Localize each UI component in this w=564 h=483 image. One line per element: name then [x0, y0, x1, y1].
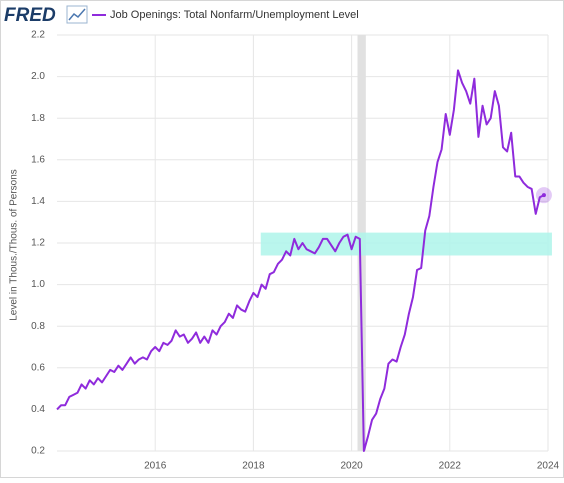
- last-point: [541, 193, 546, 198]
- logo: FRED: [4, 5, 56, 26]
- x-tick-label: 2020: [340, 461, 363, 472]
- x-tick-label: 2018: [242, 461, 265, 472]
- y-tick-label: 1.4: [31, 196, 45, 207]
- y-tick-label: 2.0: [31, 71, 45, 82]
- logo-icon: [66, 5, 88, 24]
- y-tick-label: 0.6: [31, 362, 45, 373]
- y-tick-label: 0.4: [31, 404, 45, 415]
- x-tick-label: 2022: [439, 461, 462, 472]
- y-tick-label: 0.2: [31, 446, 45, 457]
- x-tick-label: 2024: [537, 461, 560, 472]
- y-axis-label: Level in Thous./Thous. of Persons: [9, 169, 20, 321]
- y-tick-label: 1.8: [31, 113, 45, 124]
- y-tick-label: 0.8: [31, 321, 45, 332]
- series-line: [56, 69, 545, 452]
- y-tick-label: 1.2: [31, 238, 45, 249]
- y-tick-label: 1.6: [31, 154, 45, 165]
- legend-label: Job Openings: Total Nonfarm/Unemployment…: [110, 9, 359, 21]
- highlight-band: [260, 232, 552, 256]
- y-tick-label: 1.0: [31, 279, 45, 290]
- x-tick-label: 2016: [144, 461, 167, 472]
- y-tick-label: 2.2: [31, 30, 45, 41]
